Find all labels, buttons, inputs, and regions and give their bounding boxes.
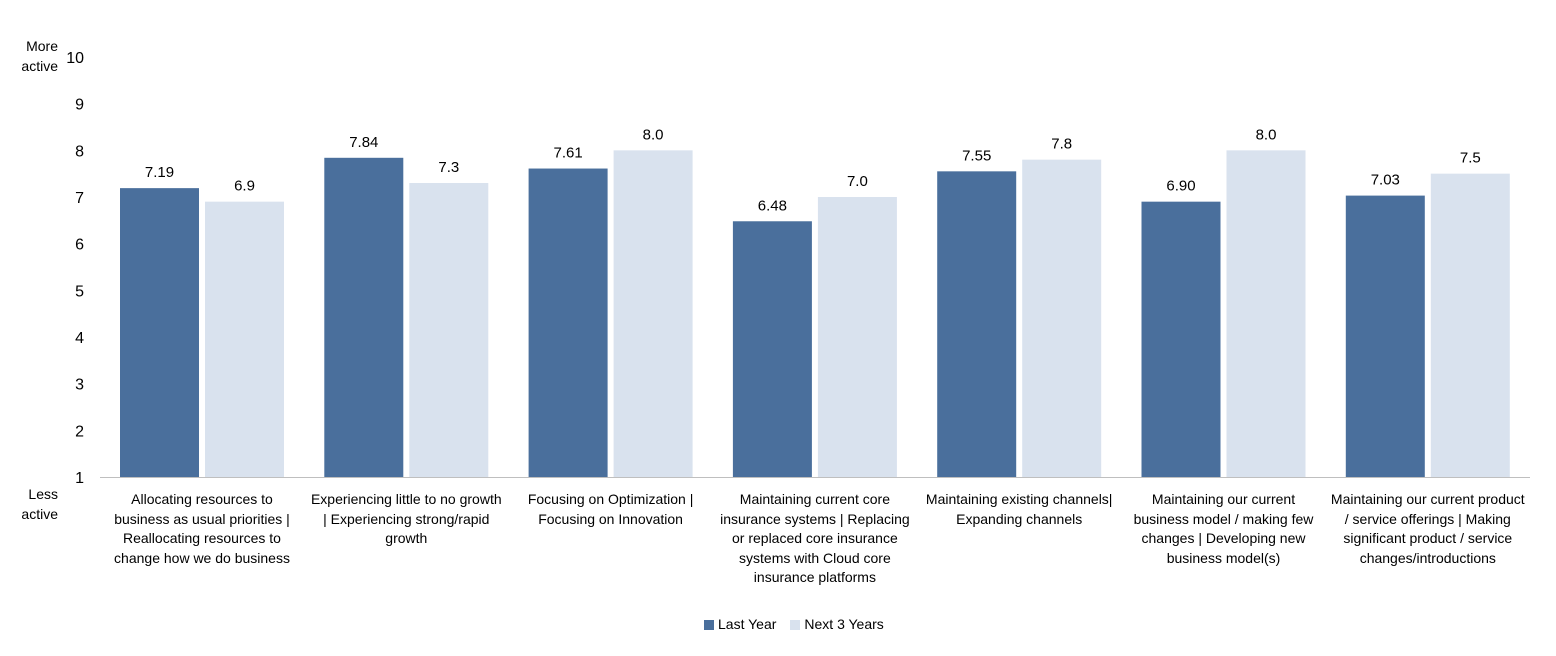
y-tick-label: 1 <box>75 470 84 487</box>
data-label: 7.03 <box>1371 172 1400 189</box>
data-label: 6.9 <box>234 178 255 195</box>
bar-next-3-years <box>1430 173 1510 477</box>
data-label: 7.84 <box>349 134 378 151</box>
data-label: 8.0 <box>1256 126 1277 143</box>
legend-swatch <box>790 620 801 631</box>
y-tick-label: 3 <box>75 377 84 394</box>
data-label: 7.19 <box>145 164 174 181</box>
bar-last-year <box>732 221 812 477</box>
y-tick-label: 4 <box>75 330 84 347</box>
bar-next-3-years <box>613 150 693 478</box>
data-label: 7.61 <box>553 145 582 162</box>
legend-swatch <box>704 620 714 631</box>
y-tick-label: 8 <box>75 143 84 160</box>
data-label: 6.90 <box>1166 178 1195 195</box>
legend-item-last-year: Last Year <box>704 616 776 632</box>
bar-next-3-years <box>409 183 489 477</box>
data-label: 7.8 <box>1051 136 1072 153</box>
y-axis-top-label: More active <box>21 38 58 74</box>
legend-label: Next 3 Years <box>804 616 884 632</box>
x-tick-label: Maintaining existing channels| Expanding… <box>925 491 1113 527</box>
data-label: 8.0 <box>643 126 664 143</box>
data-label: 7.0 <box>847 173 868 190</box>
data-label: 6.48 <box>758 197 787 214</box>
bar-last-year <box>1141 201 1221 477</box>
legend-item-next-3-years: Next 3 Years <box>790 616 884 632</box>
bar-next-3-years <box>817 197 897 477</box>
x-tick-label: Maintaining current core insurance syste… <box>720 491 910 585</box>
y-tick-label: 10 <box>66 50 84 67</box>
data-label: 7.5 <box>1460 150 1481 167</box>
legend-label: Last Year <box>718 616 777 632</box>
y-axis-bottom-label: Less active <box>21 486 58 522</box>
x-tick-label: Allocating resources to business as usua… <box>114 491 290 566</box>
x-tick-label: Experiencing little to no growth | Exper… <box>310 491 502 546</box>
bar-last-year <box>324 157 404 478</box>
data-label: 7.3 <box>438 159 459 176</box>
bar-last-year <box>528 168 608 478</box>
bar-last-year <box>937 171 1017 478</box>
y-tick-label: 9 <box>75 97 84 114</box>
y-tick-label: 5 <box>75 283 84 300</box>
bar-next-3-years <box>1022 159 1102 477</box>
bar-last-year <box>1345 195 1425 477</box>
y-tick-label: 2 <box>75 423 84 440</box>
x-tick-label: Maintaining our current business model /… <box>1133 491 1314 566</box>
legend: Last Year Next 3 Years <box>704 616 884 632</box>
y-tick-label: 6 <box>75 237 84 254</box>
bar-next-3-years <box>1226 150 1306 478</box>
bar-next-3-years <box>205 201 284 477</box>
x-tick-label: Maintaining our current product / servic… <box>1330 491 1525 566</box>
bar-last-year <box>120 188 199 477</box>
data-label: 7.55 <box>962 147 991 164</box>
y-tick-label: 7 <box>75 190 84 207</box>
x-tick-label: Focusing on Optimization | Focusing on I… <box>527 491 694 527</box>
